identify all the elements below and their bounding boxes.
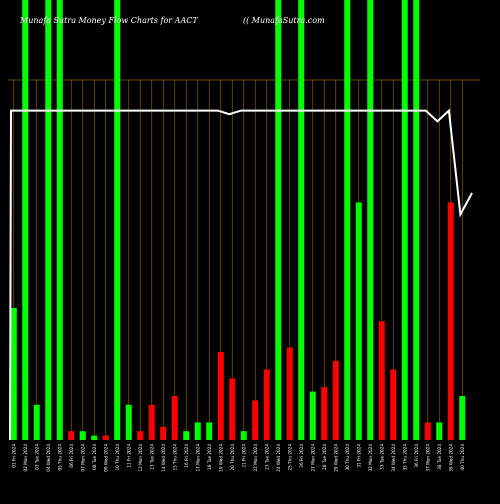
bar (33, 404, 40, 440)
chart-watermark: (( MunafaSutra.com (243, 16, 325, 25)
x-tick-label: 21 Fri 2024 (241, 444, 246, 468)
x-tick-label: 17 Mon 2024 (195, 444, 200, 472)
x-tick-label: 27 Mon 2024 (310, 444, 315, 472)
bar (125, 404, 132, 440)
x-tick-label: 38 Tue 2024 (437, 444, 442, 470)
bar (148, 404, 155, 440)
price-line (9, 108, 473, 441)
bars (10, 0, 466, 440)
bar (355, 202, 362, 440)
bar (137, 431, 144, 440)
x-tick-label: 32 Mon 2024 (368, 444, 373, 472)
x-tick-label: 02 Mon 2024 (23, 444, 28, 472)
x-tick-label: 39 Wed 2024 (448, 444, 453, 472)
x-tick-label: 23 Tue 2024 (264, 444, 269, 470)
bar (45, 0, 52, 440)
x-tick-label: 10 Thu 2024 (115, 444, 120, 471)
x-tick-label: 19 Wed 2024 (218, 444, 223, 472)
bar (447, 202, 454, 440)
bar (206, 422, 213, 440)
bar (229, 378, 236, 440)
x-tick-label: 15 Thu 2024 (172, 444, 177, 471)
x-tick-label: 30 Thu 2024 (345, 444, 350, 471)
x-tick-label: 40 Thu 2024 (460, 444, 465, 471)
bar (321, 387, 328, 440)
x-tick-label: 34 Wed 2024 (391, 444, 396, 472)
x-tick-label: 36 Fri 2024 (414, 444, 419, 468)
bar (286, 347, 293, 440)
x-tick-label: 04 Wed 2024 (46, 444, 51, 472)
bar (160, 426, 167, 440)
x-tick-label: 18 Tue 2024 (207, 444, 212, 470)
bar (68, 431, 75, 440)
price-line-layer (9, 108, 473, 441)
bar (378, 321, 385, 440)
bar (424, 422, 431, 440)
x-tick-label: 20 Thu 2024 (230, 444, 235, 471)
bar (114, 0, 121, 440)
bar (413, 0, 420, 440)
bar (22, 0, 29, 440)
x-tick-label: 12 Mon 2024 (138, 444, 143, 472)
x-tick-label: 37 Mon 2024 (425, 444, 430, 472)
x-tick-label: 25 Thu 2024 (287, 444, 292, 471)
chart-title: Munafa Sutra Money Flow Charts for AACT (19, 16, 198, 25)
x-tick-label: 06 Fri 2024 (69, 444, 74, 468)
bar (240, 431, 247, 440)
bar (401, 0, 408, 440)
x-tick-label: 29 Wed 2024 (333, 444, 338, 472)
bar (252, 400, 259, 440)
bar (263, 369, 270, 440)
bar (56, 0, 63, 440)
x-tick-label: 33 Tue 2024 (379, 444, 384, 470)
x-tick-label: 09 Wed 2024 (103, 444, 108, 472)
x-tick-label: 08 Tue 2024 (92, 444, 97, 470)
bar (194, 422, 201, 440)
bar (183, 431, 190, 440)
x-tick-label: 14 Wed 2024 (161, 444, 166, 472)
x-tick-label: 01 Fri 2024 (11, 444, 16, 468)
bar (275, 0, 282, 440)
x-tick-label: 03 Tue 2024 (34, 444, 39, 470)
bar (298, 0, 305, 440)
x-tick-label: 13 Tue 2024 (149, 444, 154, 470)
x-tick-label: 26 Fri 2024 (299, 444, 304, 468)
x-tick-label: 05 Thu 2024 (57, 444, 62, 471)
x-tick-labels: 01 Fri 2024 02 Mon 2024 03 Tue 2024 04 Wed … (11, 444, 465, 472)
x-tick-label: 22 Mon 2024 (253, 444, 258, 472)
bar (10, 308, 17, 440)
x-tick-label: 07 Mon 2024 (80, 444, 85, 472)
bar (367, 0, 374, 440)
bar (459, 396, 466, 440)
x-tick-label: 35 Thu 2024 (402, 444, 407, 471)
bar (79, 431, 86, 440)
bar (91, 435, 98, 440)
bar (309, 391, 316, 440)
bar (390, 369, 397, 440)
bar (217, 352, 224, 440)
x-tick-label: 28 Tue 2024 (322, 444, 327, 470)
bar (332, 360, 339, 440)
x-tick-label: 24 Wed 2024 (276, 444, 281, 472)
bar (171, 396, 178, 440)
x-tick-label: 16 Fri 2024 (184, 444, 189, 468)
bar (436, 422, 443, 440)
x-tick-label: 31 Fri 2024 (356, 444, 361, 468)
bar (344, 0, 351, 440)
x-tick-label: 11 Fri 2024 (126, 444, 131, 468)
bar (102, 435, 109, 440)
